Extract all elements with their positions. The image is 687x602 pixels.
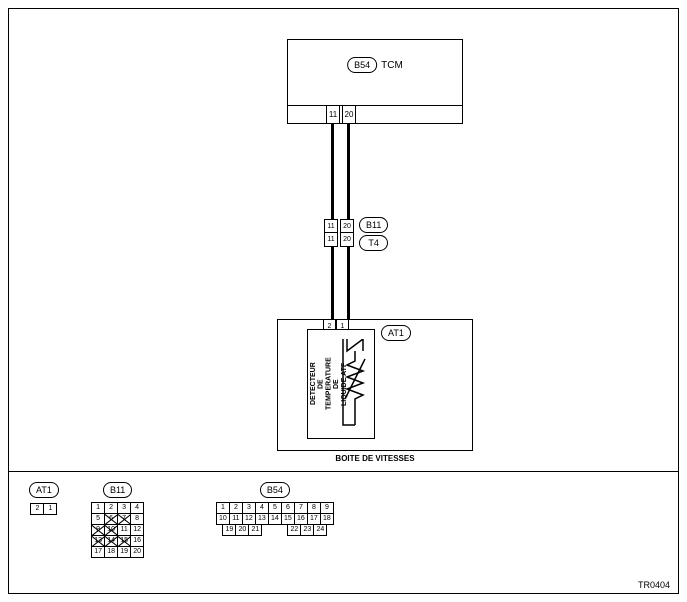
legend-at1-grid: 21: [31, 503, 57, 514]
pin-cell: 2: [30, 503, 44, 515]
atf-sensor-id: AT1: [381, 325, 411, 341]
wire-left-bottom: [331, 247, 334, 319]
thermistor-icon: [341, 339, 369, 429]
tcm-pin-right: 20: [342, 105, 356, 123]
inline-connector: 11 11 20 20: [322, 219, 354, 247]
inline-conn-id-top: B11: [359, 217, 388, 233]
pin-cell: 19: [117, 546, 131, 558]
wiring-diagram: B54 TCM 11 20 11 11 20 20 B11 T4: [9, 9, 678, 472]
inline-pin-tr: 20: [341, 220, 353, 233]
atf-sensor-id-label: AT1: [381, 325, 411, 341]
pin-cell: 1: [43, 503, 57, 515]
pin-cell: 17: [91, 546, 105, 558]
connector-legend: AT1 21 B11 12345678910111213141516171819…: [9, 472, 678, 594]
legend-b11-id: B11: [103, 482, 132, 498]
pin-cell: 14: [268, 513, 282, 525]
pin-cell: 19: [222, 524, 236, 536]
diagram-reference: TR0404: [638, 580, 670, 590]
pin-cell: 22: [287, 524, 301, 536]
legend-b54-grid: 123456789101112131415161718192021222324: [216, 502, 333, 535]
inline-pin-br: 20: [341, 233, 353, 246]
inline-pin-tl: 11: [325, 220, 337, 233]
tcm-name: TCM: [381, 60, 403, 71]
tcm-pin-left: 11: [326, 105, 340, 123]
wire-right-top: [347, 124, 350, 219]
tcm-connector-id: B54: [347, 57, 377, 73]
inline-conn-id-bottom: T4: [359, 235, 388, 251]
pin-cell: 24: [313, 524, 327, 536]
tcm-pin-strip: 11 20: [288, 105, 462, 123]
pin-cell: 23: [300, 524, 314, 536]
legend-b54: B54 123456789101112131415161718192021222…: [216, 482, 333, 535]
legend-at1: AT1 21: [29, 482, 59, 514]
legend-b11-grid: 1234567891011121314151617181920: [92, 502, 144, 557]
pin-cell: 20: [235, 524, 249, 536]
inline-conn-right: 20 20: [340, 219, 354, 247]
tcm-label: B54 TCM: [347, 57, 403, 73]
tcm-module-box: B54 TCM 11 20: [287, 39, 463, 124]
wire-right-bottom: [347, 247, 350, 319]
pin-cell: 18: [104, 546, 118, 558]
transmission-label: BOITE DE VITESSES: [277, 454, 473, 463]
pin-cell: 20: [130, 546, 144, 558]
legend-b54-id: B54: [260, 482, 290, 498]
page-frame: B54 TCM 11 20 11 11 20 20 B11 T4: [8, 8, 679, 594]
pin-cell: 21: [248, 524, 262, 536]
inline-connector-labels: B11 T4: [359, 217, 388, 251]
inline-conn-left: 11 11: [324, 219, 338, 247]
inline-pin-bl: 11: [325, 233, 337, 246]
legend-at1-id: AT1: [29, 482, 59, 498]
wire-left-top: [331, 124, 334, 219]
legend-b11: B11 1234567891011121314151617181920: [92, 482, 144, 557]
